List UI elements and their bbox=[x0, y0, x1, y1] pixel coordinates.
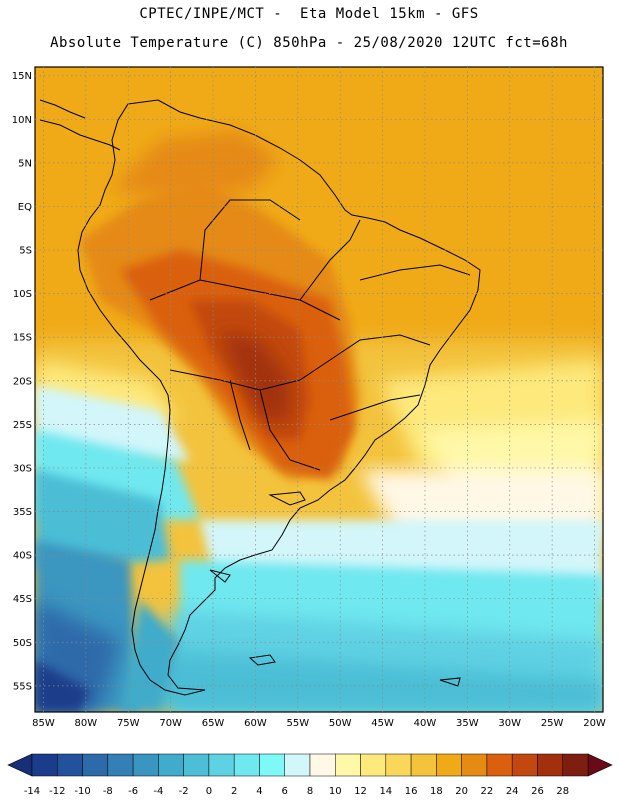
colorbar-label: 16 bbox=[405, 786, 418, 797]
colorbar-label: 12 bbox=[354, 786, 367, 797]
colorbar-swatch bbox=[537, 753, 563, 777]
lon-label: 35W bbox=[456, 718, 479, 729]
colorbar-swatch bbox=[562, 753, 589, 777]
colorbar-label: 18 bbox=[430, 786, 443, 797]
colorbar-label: 14 bbox=[379, 786, 392, 797]
colorbar-swatch bbox=[57, 753, 83, 777]
colorbar-label: -4 bbox=[153, 786, 163, 797]
colorbar-labels: -14 -12 -10 -8 -6 -4 -2 0 2 4 6 8 10 12 14 16 18 20 22 24 26… bbox=[24, 786, 569, 797]
lat-label: EQ bbox=[18, 202, 32, 213]
colorbar-swatch bbox=[158, 753, 184, 777]
lat-label: 25S bbox=[13, 420, 32, 431]
colorbar-label: -6 bbox=[128, 786, 138, 797]
colorbar-label: 4 bbox=[256, 786, 262, 797]
colorbar-label: 6 bbox=[282, 786, 288, 797]
lon-label: 30W bbox=[498, 718, 521, 729]
lon-label: 50W bbox=[329, 718, 352, 729]
colorbar-label: 24 bbox=[506, 786, 519, 797]
colorbar-label: -8 bbox=[103, 786, 113, 797]
temperature-field bbox=[35, 67, 603, 712]
colorbar-swatch bbox=[183, 753, 210, 777]
colorbar-swatch bbox=[335, 753, 361, 777]
map-title-line1: CPTEC/INPE/MCT - Eta Model 15km - GFS bbox=[139, 6, 479, 22]
lon-label: 75W bbox=[117, 718, 140, 729]
lat-label: 55S bbox=[13, 681, 32, 692]
map-frame bbox=[34, 66, 604, 713]
colorbar-label: 0 bbox=[206, 786, 212, 797]
colorbar-swatch bbox=[511, 753, 538, 777]
lon-label: 25W bbox=[541, 718, 564, 729]
lat-label: 15S bbox=[13, 333, 32, 344]
lat-label: 15N bbox=[12, 71, 32, 82]
colorbar-swatch bbox=[284, 753, 311, 777]
lon-label: 70W bbox=[159, 718, 182, 729]
colorbar-swatch bbox=[309, 753, 336, 777]
colorbar-label: 2 bbox=[231, 786, 237, 797]
colorbar-swatch bbox=[233, 753, 260, 777]
colorbar-swatch bbox=[360, 753, 387, 777]
lon-label: 40W bbox=[414, 718, 437, 729]
lat-label: 10S bbox=[13, 289, 32, 300]
colorbar-swatch bbox=[486, 753, 513, 777]
lat-label: 5N bbox=[18, 158, 32, 169]
lat-label: 50S bbox=[13, 638, 32, 649]
lon-label: 60W bbox=[244, 718, 267, 729]
colorbar-label: -14 bbox=[24, 786, 40, 797]
graticule bbox=[35, 67, 603, 712]
lat-label: 40S bbox=[13, 551, 32, 562]
colorbar-swatch bbox=[82, 753, 109, 777]
colorbar-label: 10 bbox=[329, 786, 342, 797]
colorbar-label: 20 bbox=[455, 786, 468, 797]
lon-label: 85W bbox=[32, 718, 55, 729]
lon-label: 20W bbox=[583, 718, 606, 729]
lon-label: 45W bbox=[371, 718, 394, 729]
colorbar-swatch bbox=[436, 753, 462, 777]
colorbar-label: 8 bbox=[307, 786, 313, 797]
colorbar-label: -2 bbox=[179, 786, 189, 797]
lat-label: 45S bbox=[13, 594, 32, 605]
colorbar-label: 26 bbox=[531, 786, 544, 797]
lat-label: 5S bbox=[19, 246, 32, 257]
colorbar-swatch bbox=[132, 753, 159, 777]
colorbar-swatch bbox=[410, 753, 437, 777]
colorbar-under-arrow bbox=[7, 753, 33, 777]
lon-label: 80W bbox=[75, 718, 98, 729]
colorbar-label: -12 bbox=[49, 786, 65, 797]
map-title-line2: Absolute Temperature (C) 850hPa - 25/08/… bbox=[50, 35, 568, 51]
colorbar-swatch bbox=[461, 753, 488, 777]
colorbar-label: -10 bbox=[74, 786, 90, 797]
colorbar-swatch bbox=[385, 753, 412, 777]
colorbar-swatch bbox=[208, 753, 235, 777]
lat-label: 35S bbox=[13, 507, 32, 518]
colorbar-label: 28 bbox=[556, 786, 569, 797]
lat-label: 20S bbox=[13, 376, 32, 387]
colorbar-swatch bbox=[259, 753, 285, 777]
latitude-labels: 15N 10N 5N EQ 5S 10S 15S 20S 25S 30S 35S 40S 45S 50S 5… bbox=[12, 71, 32, 692]
lat-label: 30S bbox=[13, 463, 32, 474]
colorbar bbox=[7, 753, 613, 777]
lon-label: 65W bbox=[202, 718, 225, 729]
lon-label: 55W bbox=[286, 718, 309, 729]
longitude-labels: 85W 80W 75W 70W 65W 60W 55W 50W 45W 40W 35W 30W 25W 2… bbox=[32, 718, 606, 729]
colorbar-label: 22 bbox=[481, 786, 494, 797]
lat-label: 10N bbox=[12, 115, 32, 126]
colorbar-swatch bbox=[31, 753, 58, 777]
colorbar-swatch bbox=[107, 753, 134, 777]
colorbar-over-arrow bbox=[587, 753, 613, 777]
coastline bbox=[39, 99, 481, 696]
